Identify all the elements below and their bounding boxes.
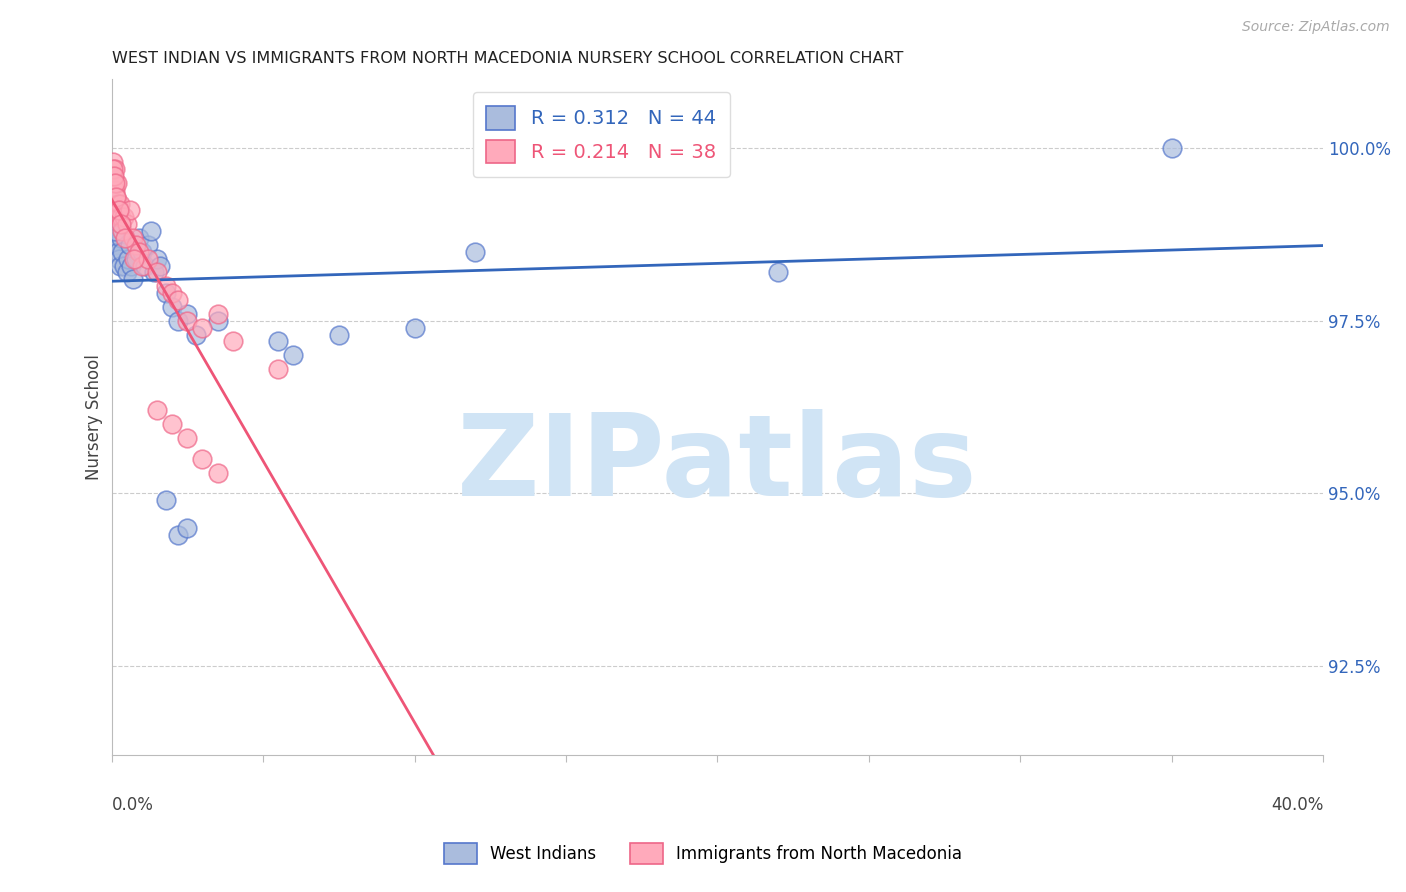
Point	[328, 327, 350, 342]
Point	[131, 244, 153, 259]
Point	[167, 293, 190, 307]
Point	[112, 259, 135, 273]
Y-axis label: Nursery School: Nursery School	[86, 354, 103, 480]
Point	[766, 265, 789, 279]
Point	[176, 314, 198, 328]
Point	[105, 189, 128, 203]
Point	[107, 203, 129, 218]
Legend: West Indians, Immigrants from North Macedonia: West Indians, Immigrants from North Mace…	[437, 837, 969, 871]
Point	[118, 238, 141, 252]
Point	[267, 362, 290, 376]
Point	[283, 348, 305, 362]
Text: WEST INDIAN VS IMMIGRANTS FROM NORTH MACEDONIA NURSERY SCHOOL CORRELATION CHART: WEST INDIAN VS IMMIGRANTS FROM NORTH MAC…	[111, 51, 903, 66]
Point	[160, 417, 183, 432]
Point	[115, 217, 138, 231]
Point	[176, 431, 198, 445]
Point	[120, 259, 142, 273]
Point	[167, 314, 190, 328]
Point	[125, 238, 148, 252]
Point	[267, 334, 290, 349]
Point	[103, 169, 125, 183]
Point	[104, 231, 127, 245]
Point	[155, 286, 177, 301]
Point	[146, 252, 169, 266]
Point	[107, 196, 129, 211]
Point	[404, 320, 426, 334]
Point	[143, 265, 166, 279]
Point	[160, 286, 183, 301]
Point	[146, 403, 169, 417]
Point	[160, 300, 183, 314]
Point	[136, 238, 159, 252]
Point	[101, 155, 124, 169]
Point	[128, 231, 150, 245]
Point	[115, 265, 138, 279]
Text: Source: ZipAtlas.com: Source: ZipAtlas.com	[1241, 20, 1389, 34]
Point	[107, 244, 129, 259]
Point	[128, 244, 150, 259]
Point	[167, 527, 190, 541]
Point	[101, 238, 124, 252]
Point	[110, 211, 132, 225]
Point	[176, 521, 198, 535]
Point	[207, 466, 229, 480]
Point	[118, 203, 141, 218]
Point	[103, 176, 125, 190]
Point	[103, 211, 125, 225]
Point	[104, 183, 127, 197]
Point	[136, 252, 159, 266]
Point	[103, 196, 125, 211]
Point	[155, 279, 177, 293]
Point	[124, 252, 146, 266]
Point	[222, 334, 245, 349]
Point	[104, 224, 127, 238]
Point	[101, 161, 124, 176]
Point	[108, 259, 131, 273]
Point	[1160, 141, 1182, 155]
Point	[121, 272, 143, 286]
Point	[110, 217, 132, 231]
Point	[104, 217, 127, 231]
Point	[149, 259, 172, 273]
Point	[104, 161, 127, 176]
Point	[110, 231, 132, 245]
Point	[176, 307, 198, 321]
Point	[104, 176, 127, 190]
Point	[105, 211, 128, 225]
Text: 0.0%: 0.0%	[111, 796, 153, 814]
Text: 40.0%: 40.0%	[1271, 796, 1323, 814]
Point	[105, 189, 128, 203]
Point	[464, 244, 486, 259]
Point	[101, 169, 124, 183]
Point	[191, 451, 214, 466]
Point	[207, 307, 229, 321]
Point	[186, 327, 208, 342]
Legend: R = 0.312   N = 44, R = 0.214   N = 38: R = 0.312 N = 44, R = 0.214 N = 38	[472, 93, 730, 177]
Point	[117, 252, 139, 266]
Point	[107, 238, 129, 252]
Point	[207, 314, 229, 328]
Point	[125, 252, 148, 266]
Point	[112, 211, 135, 225]
Point	[121, 231, 143, 245]
Text: ZIPatlas: ZIPatlas	[457, 409, 977, 520]
Point	[108, 252, 131, 266]
Point	[146, 265, 169, 279]
Point	[139, 224, 162, 238]
Point	[108, 211, 131, 225]
Point	[104, 203, 127, 218]
Point	[191, 320, 214, 334]
Point	[107, 203, 129, 218]
Point	[131, 259, 153, 273]
Point	[114, 231, 136, 245]
Point	[103, 224, 125, 238]
Point	[108, 196, 131, 211]
Point	[134, 259, 156, 273]
Point	[155, 493, 177, 508]
Point	[111, 224, 134, 238]
Point	[105, 176, 128, 190]
Point	[105, 203, 128, 218]
Point	[111, 244, 134, 259]
